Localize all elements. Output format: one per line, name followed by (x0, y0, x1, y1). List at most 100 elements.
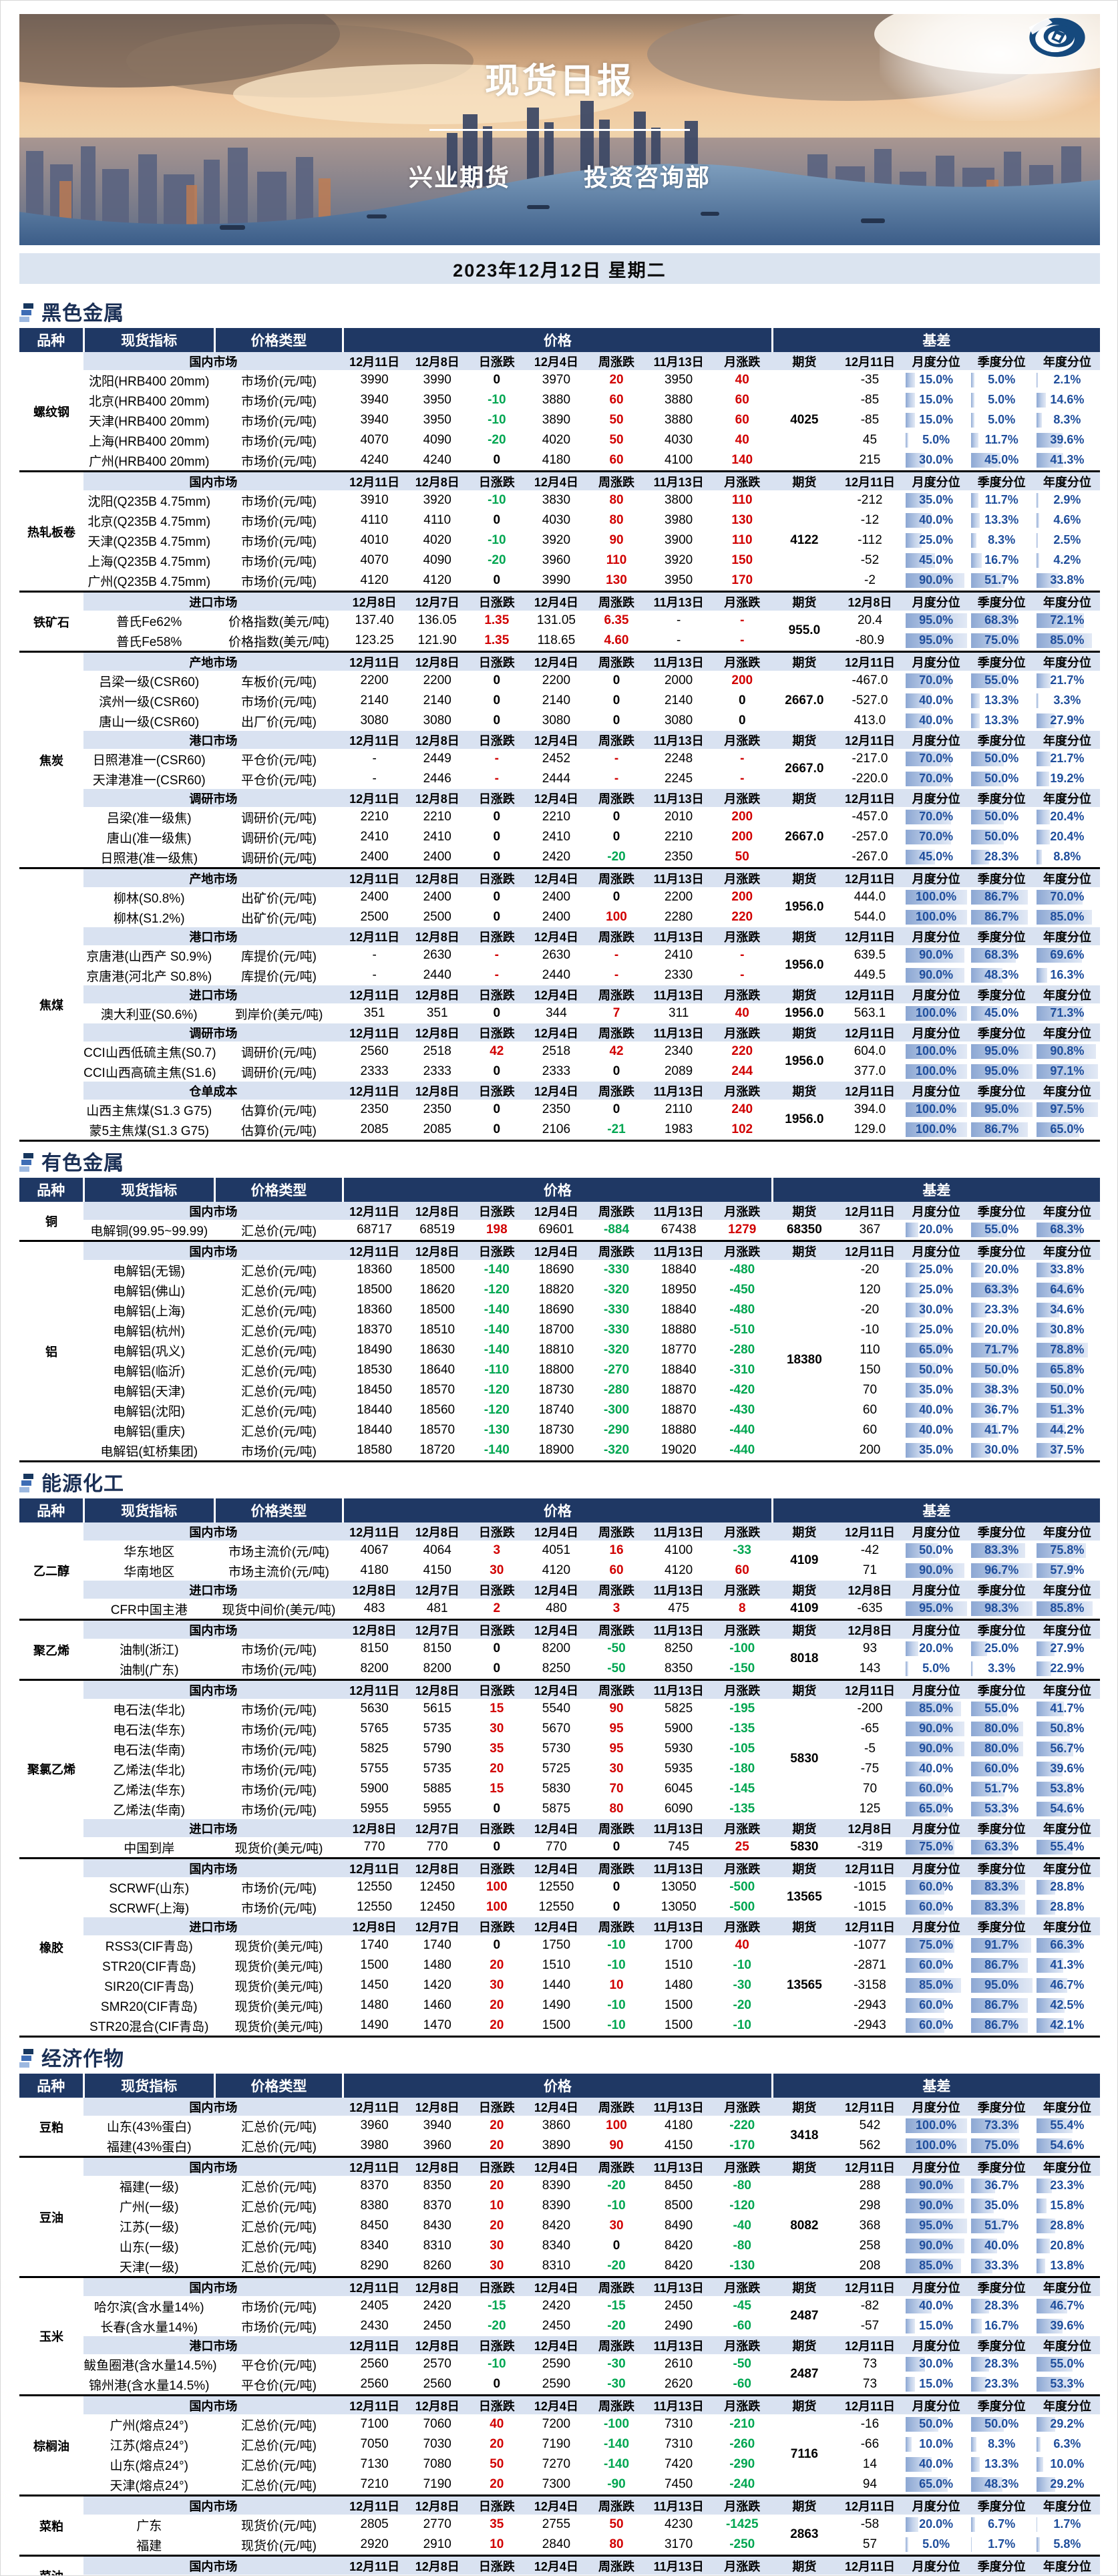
percentile-cell: 86.7% (968, 2016, 1035, 2037)
percentile-bar-icon (970, 1223, 1007, 1237)
percentile-cell: 55.4% (1034, 1837, 1100, 1859)
percentile-value: 40.0% (919, 1403, 954, 1416)
indicator-cell: 滨州一级(CSR60) (83, 691, 215, 711)
price-cell: 8440 (406, 2575, 469, 2576)
price-type-cell: 调研价(元/吨) (214, 1041, 343, 1062)
basis-cell: -57 (836, 2316, 904, 2336)
date-column-header: 12月11日 (343, 470, 406, 490)
date-column-header: 11月13日 (645, 2394, 713, 2414)
percentile-cell: 55.0% (968, 1699, 1035, 1719)
percentile-value: 40.0% (919, 693, 954, 707)
quarterly-pct-header: 季度分位 (968, 470, 1035, 490)
date-column-header: 12月11日 (343, 1240, 406, 1260)
price-cell: 3940 (405, 2116, 469, 2136)
percentile-value: 83.3% (984, 1543, 1019, 1557)
percentile-value: 70.0% (919, 673, 954, 687)
percentile-value: 60.0% (919, 2018, 954, 2032)
price-type-cell: 市场价(元/吨) (214, 1639, 343, 1659)
price-cell: 5540 (524, 1699, 588, 1719)
table-row: 广州(熔点24°) 汇总价(元/吨) 7100 7060 40 7200 -100 7310-… (19, 2414, 1100, 2496)
percentile-cell: 15.8% (1034, 2196, 1100, 2216)
date-column-header: 12月4日 (524, 1240, 588, 1260)
change-cell: 30 (588, 2575, 645, 2576)
percentile-bar-icon (905, 373, 916, 387)
percentile-cell: 48.3% (968, 965, 1035, 985)
percentile-cell: 27.9% (1034, 1639, 1100, 1659)
table-body: 乙二醇 国内市场 12月11日 12月8日 日涨跌 12月4日 周涨跌 11月13日 月涨跌 期货… (19, 1522, 1100, 2037)
price-cell: 8250 (524, 1659, 588, 1680)
section-squares-icon (19, 1474, 33, 1494)
basis-date-header: 12月11日 (836, 2494, 904, 2515)
date-column-header: 日涨跌 (468, 1023, 525, 1041)
basis-cell: 604.0 (836, 1041, 904, 1062)
price-cell: 1470 (405, 2016, 469, 2037)
table-row: 天津(熔点24°) 汇总价(元/吨) 7210 7190 20 7300 -90 7450 -2… (19, 2474, 1100, 2496)
change-cell: -180 (712, 1759, 773, 1779)
percentile-bar-icon (905, 633, 967, 648)
percentile-value: 36.7% (984, 2179, 1019, 2192)
change-cell: 60 (587, 450, 646, 472)
percentile-value: 56.7% (1050, 1742, 1085, 1755)
percentile-cell: 70.0% (903, 827, 969, 847)
percentile-value: 64.6% (1050, 1283, 1085, 1296)
change-cell: -280 (587, 1380, 646, 1400)
price-cell: 6090 (645, 1799, 713, 1819)
monthly-pct-header: 月度分位 (903, 2098, 969, 2116)
change-cell: - (468, 749, 525, 769)
percentile-cell: 46.7% (1034, 1975, 1100, 1995)
indicator-cell: 电石法(华北) (83, 1699, 215, 1719)
percentile-value: 10.0% (1050, 2457, 1085, 2470)
table-row: 电解铝(天津) 汇总价(元/吨) 18450 18570 -120 18730 -280 18… (19, 1380, 1100, 1400)
percentile-cell: 33.8% (1034, 1260, 1100, 1280)
date-column-header: 12月11日 (343, 789, 406, 807)
percentile-cell: 19.2% (1034, 769, 1100, 789)
price-cell: 12550 (524, 1897, 588, 1917)
percentile-value: 100.0% (916, 1044, 957, 1058)
percentile-value: 95.0% (984, 1102, 1019, 1116)
change-cell: 20 (468, 2474, 525, 2496)
price-cell: 2500 (343, 907, 406, 927)
change-cell: -220 (712, 2116, 773, 2136)
date-column-header: 11月13日 (645, 789, 713, 807)
percentile-bar-icon (1036, 2138, 1073, 2153)
basis-cell: 73 (836, 2354, 904, 2374)
percentile-value: 5.0% (922, 2537, 950, 2551)
futures-cell: 2667.0 (772, 671, 837, 731)
percentile-cell: 40.0% (968, 2236, 1035, 2256)
price-cell: 2350 (343, 1100, 406, 1120)
price-cell: 5875 (524, 1799, 588, 1819)
percentile-bar-icon (905, 2457, 932, 2472)
price-type-cell: 市场价(元/吨) (214, 1877, 343, 1897)
percentile-value: 40.0% (919, 513, 954, 526)
price-cell: 2450 (524, 2316, 588, 2336)
price-cell: 5930 (645, 1739, 713, 1759)
basis-cell: -217.0 (836, 749, 904, 769)
basis-cell: 93 (836, 1639, 904, 1659)
variety-cell: 聚氯乙烯 (19, 1679, 84, 1859)
percentile-bar-icon (905, 1563, 964, 1578)
date-column-header: 周涨跌 (587, 1619, 646, 1639)
change-cell: -50 (587, 1659, 646, 1680)
change-cell: -320 (587, 1280, 646, 1300)
percentile-bar-icon (970, 1323, 984, 1337)
section-title-cash-crops: 经济作物 (19, 2046, 1100, 2070)
monthly-pct-header: 月度分位 (903, 470, 969, 490)
quarterly-pct-header: 季度分位 (968, 1082, 1035, 1100)
percentile-cell: 75.0% (903, 1837, 969, 1859)
basis-date-header: 12月11日 (836, 1679, 904, 1699)
indicator-cell: CCI山西低硫主焦(S0.7) (83, 1041, 216, 1062)
percentile-value: 15.0% (919, 393, 954, 406)
change-cell: 8 (712, 1599, 773, 1620)
percentile-value: 85.0% (919, 1978, 954, 1991)
price-type-cell: 汇总价(元/吨) (214, 1400, 343, 1420)
table-row: 山东(一级) 汇总价(元/吨) 8340 8310 30 8340 0 8420 -80 258 9… (19, 2236, 1100, 2256)
date-column-header: 12月8日 (405, 470, 469, 490)
price-type-cell: 市场价(元/吨) (214, 1739, 343, 1759)
price-cell: 2410 (405, 827, 469, 847)
percentile-value: 33.3% (984, 2259, 1019, 2272)
percentile-cell: 96.7% (969, 2575, 1035, 2576)
percentile-value: 97.5% (1050, 1102, 1085, 1116)
percentile-cell: 86.7% (968, 907, 1035, 927)
percentile-cell: 10.0% (1034, 2454, 1100, 2474)
date-column-header: 月涨跌 (712, 2276, 773, 2296)
